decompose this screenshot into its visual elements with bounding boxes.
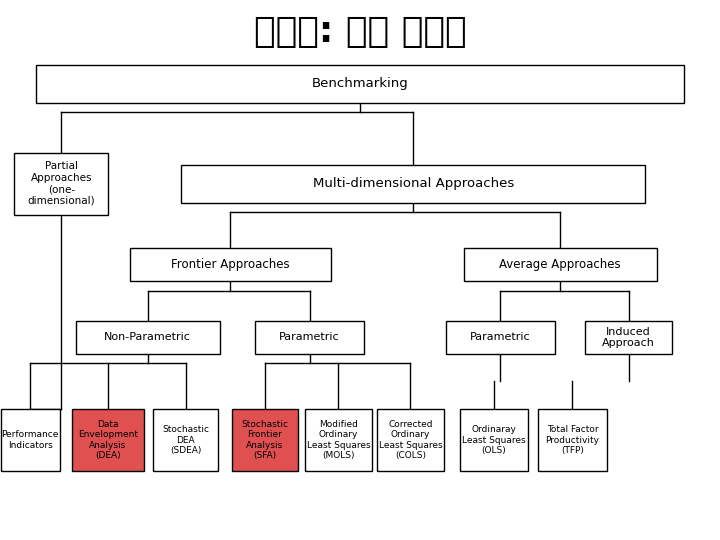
Text: Ordinaray
Least Squares
(OLS): Ordinaray Least Squares (OLS) xyxy=(462,425,526,455)
FancyBboxPatch shape xyxy=(232,409,298,471)
Text: Non-Parametric: Non-Parametric xyxy=(104,333,191,342)
Text: 효율성: 측정 방법론: 효율성: 측정 방법론 xyxy=(253,16,467,49)
FancyBboxPatch shape xyxy=(72,409,144,471)
FancyBboxPatch shape xyxy=(377,409,444,471)
Text: Induced
Approach: Induced Approach xyxy=(602,327,655,348)
Text: Parametric: Parametric xyxy=(279,333,340,342)
Text: Stochastic
DEA
(SDEA): Stochastic DEA (SDEA) xyxy=(162,425,210,455)
Text: Corrected
Ordinary
Least Squares
(COLS): Corrected Ordinary Least Squares (COLS) xyxy=(379,420,442,460)
FancyBboxPatch shape xyxy=(460,409,528,471)
FancyBboxPatch shape xyxy=(585,321,672,354)
Text: Frontier Approaches: Frontier Approaches xyxy=(171,258,289,271)
FancyBboxPatch shape xyxy=(464,248,657,281)
FancyBboxPatch shape xyxy=(1,409,60,471)
FancyBboxPatch shape xyxy=(255,321,364,354)
FancyBboxPatch shape xyxy=(539,409,606,471)
Text: Multi-dimensional Approaches: Multi-dimensional Approaches xyxy=(312,177,514,190)
FancyBboxPatch shape xyxy=(181,165,645,202)
FancyBboxPatch shape xyxy=(153,409,218,471)
Text: Average Approaches: Average Approaches xyxy=(500,258,621,271)
FancyBboxPatch shape xyxy=(305,409,372,471)
Text: Parametric: Parametric xyxy=(470,333,531,342)
Text: Stochastic
Frontier
Analysis
(SFA): Stochastic Frontier Analysis (SFA) xyxy=(241,420,289,460)
FancyBboxPatch shape xyxy=(130,248,331,281)
FancyBboxPatch shape xyxy=(14,152,108,214)
FancyBboxPatch shape xyxy=(76,321,220,354)
Text: Performance
Indicators: Performance Indicators xyxy=(1,430,59,450)
Text: Benchmarking: Benchmarking xyxy=(312,77,408,90)
FancyBboxPatch shape xyxy=(446,321,555,354)
Text: Total Factor
Productivity
(TFP): Total Factor Productivity (TFP) xyxy=(546,425,599,455)
FancyBboxPatch shape xyxy=(36,65,684,103)
Text: Partial
Approaches
(one-
dimensional): Partial Approaches (one- dimensional) xyxy=(27,161,95,206)
Text: Modified
Ordinary
Least Squares
(MOLS): Modified Ordinary Least Squares (MOLS) xyxy=(307,420,370,460)
Text: Data
Envelopment
Analysis
(DEA): Data Envelopment Analysis (DEA) xyxy=(78,420,138,460)
